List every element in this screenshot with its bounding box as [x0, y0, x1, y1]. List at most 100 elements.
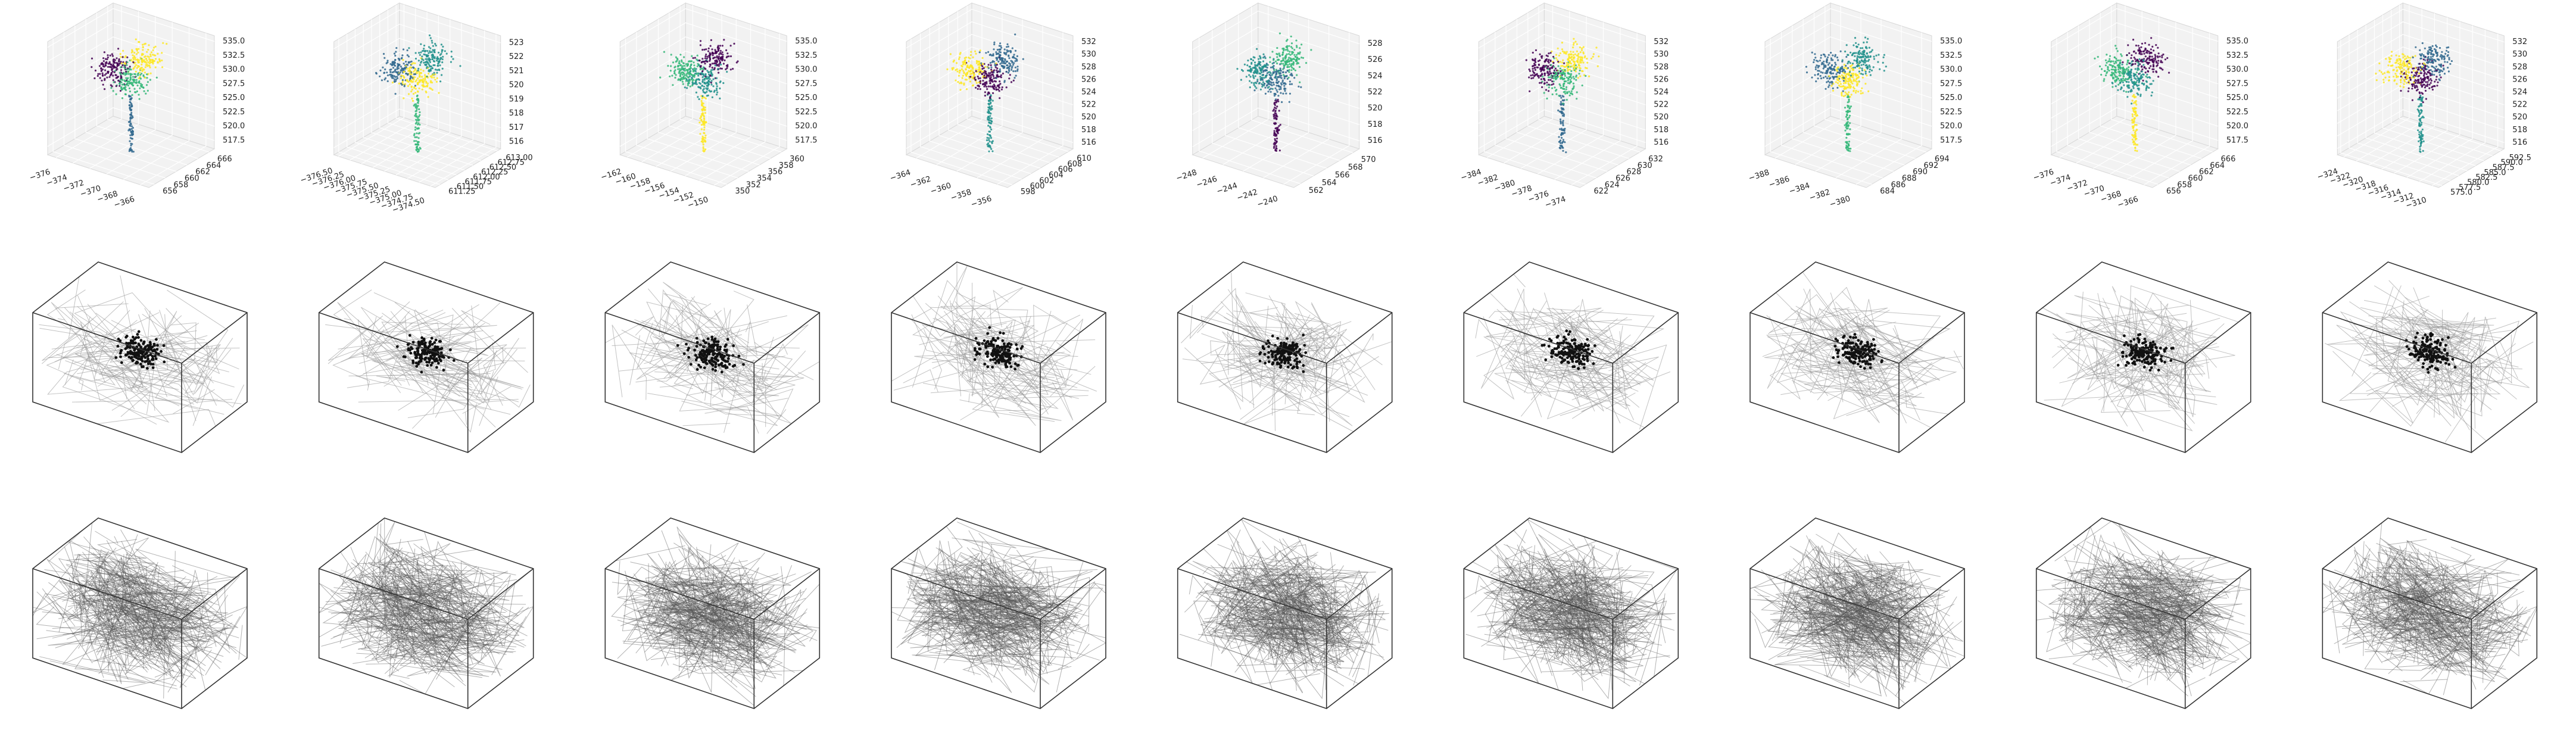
tree-point: [1564, 132, 1566, 134]
tree-point: [1560, 65, 1563, 67]
tree-point: [1572, 51, 1574, 53]
tree-point: [1859, 52, 1862, 54]
tree-point: [409, 80, 411, 83]
tree-point: [2447, 67, 2449, 69]
tree-point: [990, 68, 993, 71]
tree-point: [990, 105, 993, 107]
grid-line: [906, 59, 1074, 99]
tree-point: [2438, 46, 2441, 49]
tree-point: [710, 39, 712, 41]
tree-point: [1546, 97, 1548, 100]
grid-line: [52, 38, 155, 185]
tree-point: [1579, 46, 1581, 49]
tree-point: [2131, 99, 2134, 102]
tree-point: [432, 64, 435, 67]
tree-point: [141, 69, 144, 71]
tree-point: [1532, 51, 1534, 54]
tree-point: [1548, 83, 1550, 86]
tree-point: [1274, 102, 1276, 104]
tree-point: [400, 82, 403, 85]
tree-point: [1545, 60, 1547, 62]
tree-point: [1560, 122, 1562, 124]
tree-point: [2417, 75, 2419, 77]
tree-point: [1249, 86, 1251, 89]
tree-point: [1846, 114, 1848, 117]
tree-point: [704, 106, 706, 109]
tree-point: [148, 64, 150, 67]
tree-point: [1852, 76, 1854, 79]
tree-point: [133, 51, 136, 54]
tree-point: [2150, 94, 2153, 97]
tree-point: [1860, 92, 1862, 95]
tree-point: [681, 73, 684, 76]
tree-point: [2128, 77, 2130, 80]
tree-point: [990, 108, 992, 111]
tree-point: [988, 107, 991, 109]
tree-point: [424, 74, 426, 76]
tree-point: [426, 84, 429, 86]
tree-point: [1276, 59, 1278, 61]
tree-point: [2152, 65, 2154, 68]
x-tick-label: −356: [970, 194, 993, 209]
tree-point: [405, 73, 407, 75]
tree-point: [1559, 118, 1562, 121]
tree-point: [435, 80, 438, 83]
tree-point: [1259, 88, 1262, 91]
tree-point: [2421, 110, 2423, 112]
tree-point: [2432, 53, 2435, 55]
tree-point: [129, 121, 131, 123]
tree-point: [395, 71, 397, 73]
tree-point: [414, 88, 417, 90]
tree-point: [120, 62, 123, 64]
tree-point: [1272, 71, 1274, 73]
tree-point: [969, 70, 972, 73]
tree-point: [382, 52, 385, 55]
tree-point: [1560, 96, 1563, 99]
tree-point: [684, 74, 686, 76]
tree-point: [146, 55, 149, 58]
tree-point: [386, 71, 388, 74]
tree-point: [400, 65, 402, 68]
tree-point: [2135, 77, 2137, 80]
tree-point: [1255, 67, 1257, 69]
tree-point: [1842, 68, 1844, 71]
z-tick-label: 535.0: [223, 37, 245, 46]
tree-point: [403, 85, 406, 88]
tree-point: [126, 56, 129, 58]
tree-point: [1564, 141, 1566, 143]
tree-point: [687, 69, 689, 71]
tree-point: [1282, 59, 1284, 61]
tree-point: [725, 56, 728, 58]
y-tick-label: 612.50: [489, 163, 517, 172]
tree-point: [124, 64, 126, 67]
tree-point: [1861, 47, 1864, 49]
tree-point: [707, 87, 709, 89]
tree-point: [397, 63, 399, 65]
tree-point: [684, 86, 686, 89]
tree-point: [1853, 68, 1855, 71]
tree-point: [422, 84, 425, 86]
tree-point: [2134, 149, 2137, 152]
tree-point: [672, 84, 674, 86]
tree-point: [1568, 62, 1571, 64]
tree-point: [1294, 69, 1296, 71]
tree-point: [1855, 42, 1857, 44]
y-tick-label: 600: [1030, 182, 1045, 191]
tree-point: [705, 48, 707, 51]
tree-point: [429, 47, 432, 49]
tree-point: [685, 74, 688, 77]
tree-point: [120, 79, 122, 81]
tree-point: [701, 140, 704, 142]
tree-point: [2421, 135, 2424, 138]
tree-point: [1564, 127, 1566, 130]
tree-point: [1532, 68, 1534, 70]
tree-point: [718, 55, 720, 58]
tree-point: [725, 68, 727, 70]
tree-point: [111, 85, 113, 88]
tree-point: [1579, 51, 1582, 54]
tree-point: [1847, 106, 1849, 108]
tree-point: [2119, 72, 2121, 74]
tree-point: [139, 76, 141, 78]
grid-line: [363, 24, 465, 171]
z-tick-label: 517.5: [2226, 136, 2248, 145]
